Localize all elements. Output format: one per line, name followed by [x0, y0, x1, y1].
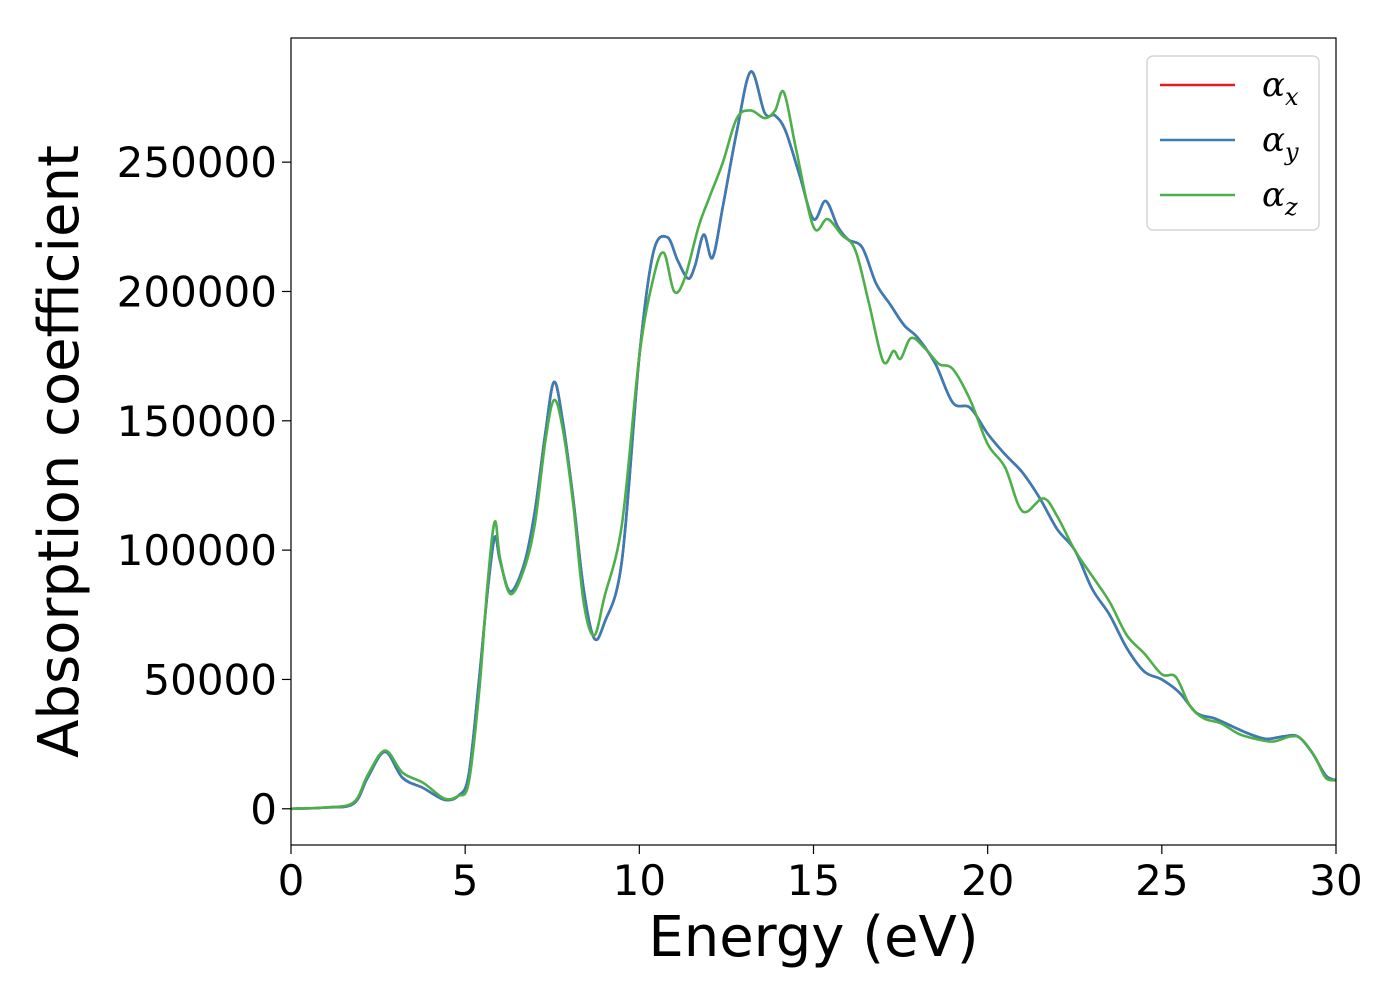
y-axis-label: Absorption coefficient — [27, 145, 92, 758]
y-tick-label: 150000 — [117, 397, 277, 446]
legend-label: αy — [1262, 120, 1299, 166]
series-line-alpha-z — [291, 89, 1336, 811]
x-tick-label: 15 — [787, 856, 840, 905]
x-axis-label: Energy (eV) — [648, 905, 978, 970]
legend-item-alpha-y: αy — [1160, 120, 1299, 166]
legend-item-alpha-z: αz — [1160, 175, 1298, 221]
x-tick-label: 25 — [1135, 856, 1188, 905]
legend-label: αz — [1262, 175, 1298, 221]
legend-item-alpha-x: αx — [1160, 65, 1299, 111]
legend-box — [1146, 55, 1320, 231]
x-tick-label: 10 — [613, 856, 666, 905]
legend: αx αy αz — [1146, 55, 1320, 231]
x-tick-label: 5 — [452, 856, 479, 905]
y-tick-label: 250000 — [117, 138, 277, 187]
x-tick-label: 0 — [278, 856, 305, 905]
x-axis: 0 5 10 15 20 25 30 — [278, 845, 1363, 905]
y-tick-label: 200000 — [117, 267, 277, 316]
series-line-alpha-y — [291, 70, 1336, 811]
legend-label: αx — [1262, 65, 1299, 111]
x-tick-label: 30 — [1309, 856, 1362, 905]
series-layer — [291, 70, 1336, 811]
y-tick-label: 50000 — [143, 655, 277, 704]
y-tick-label: 0 — [250, 785, 277, 834]
y-axis: 0 50000 100000 150000 200000 250000 — [117, 138, 291, 834]
y-tick-label: 100000 — [117, 526, 277, 575]
x-tick-label: 20 — [961, 856, 1014, 905]
